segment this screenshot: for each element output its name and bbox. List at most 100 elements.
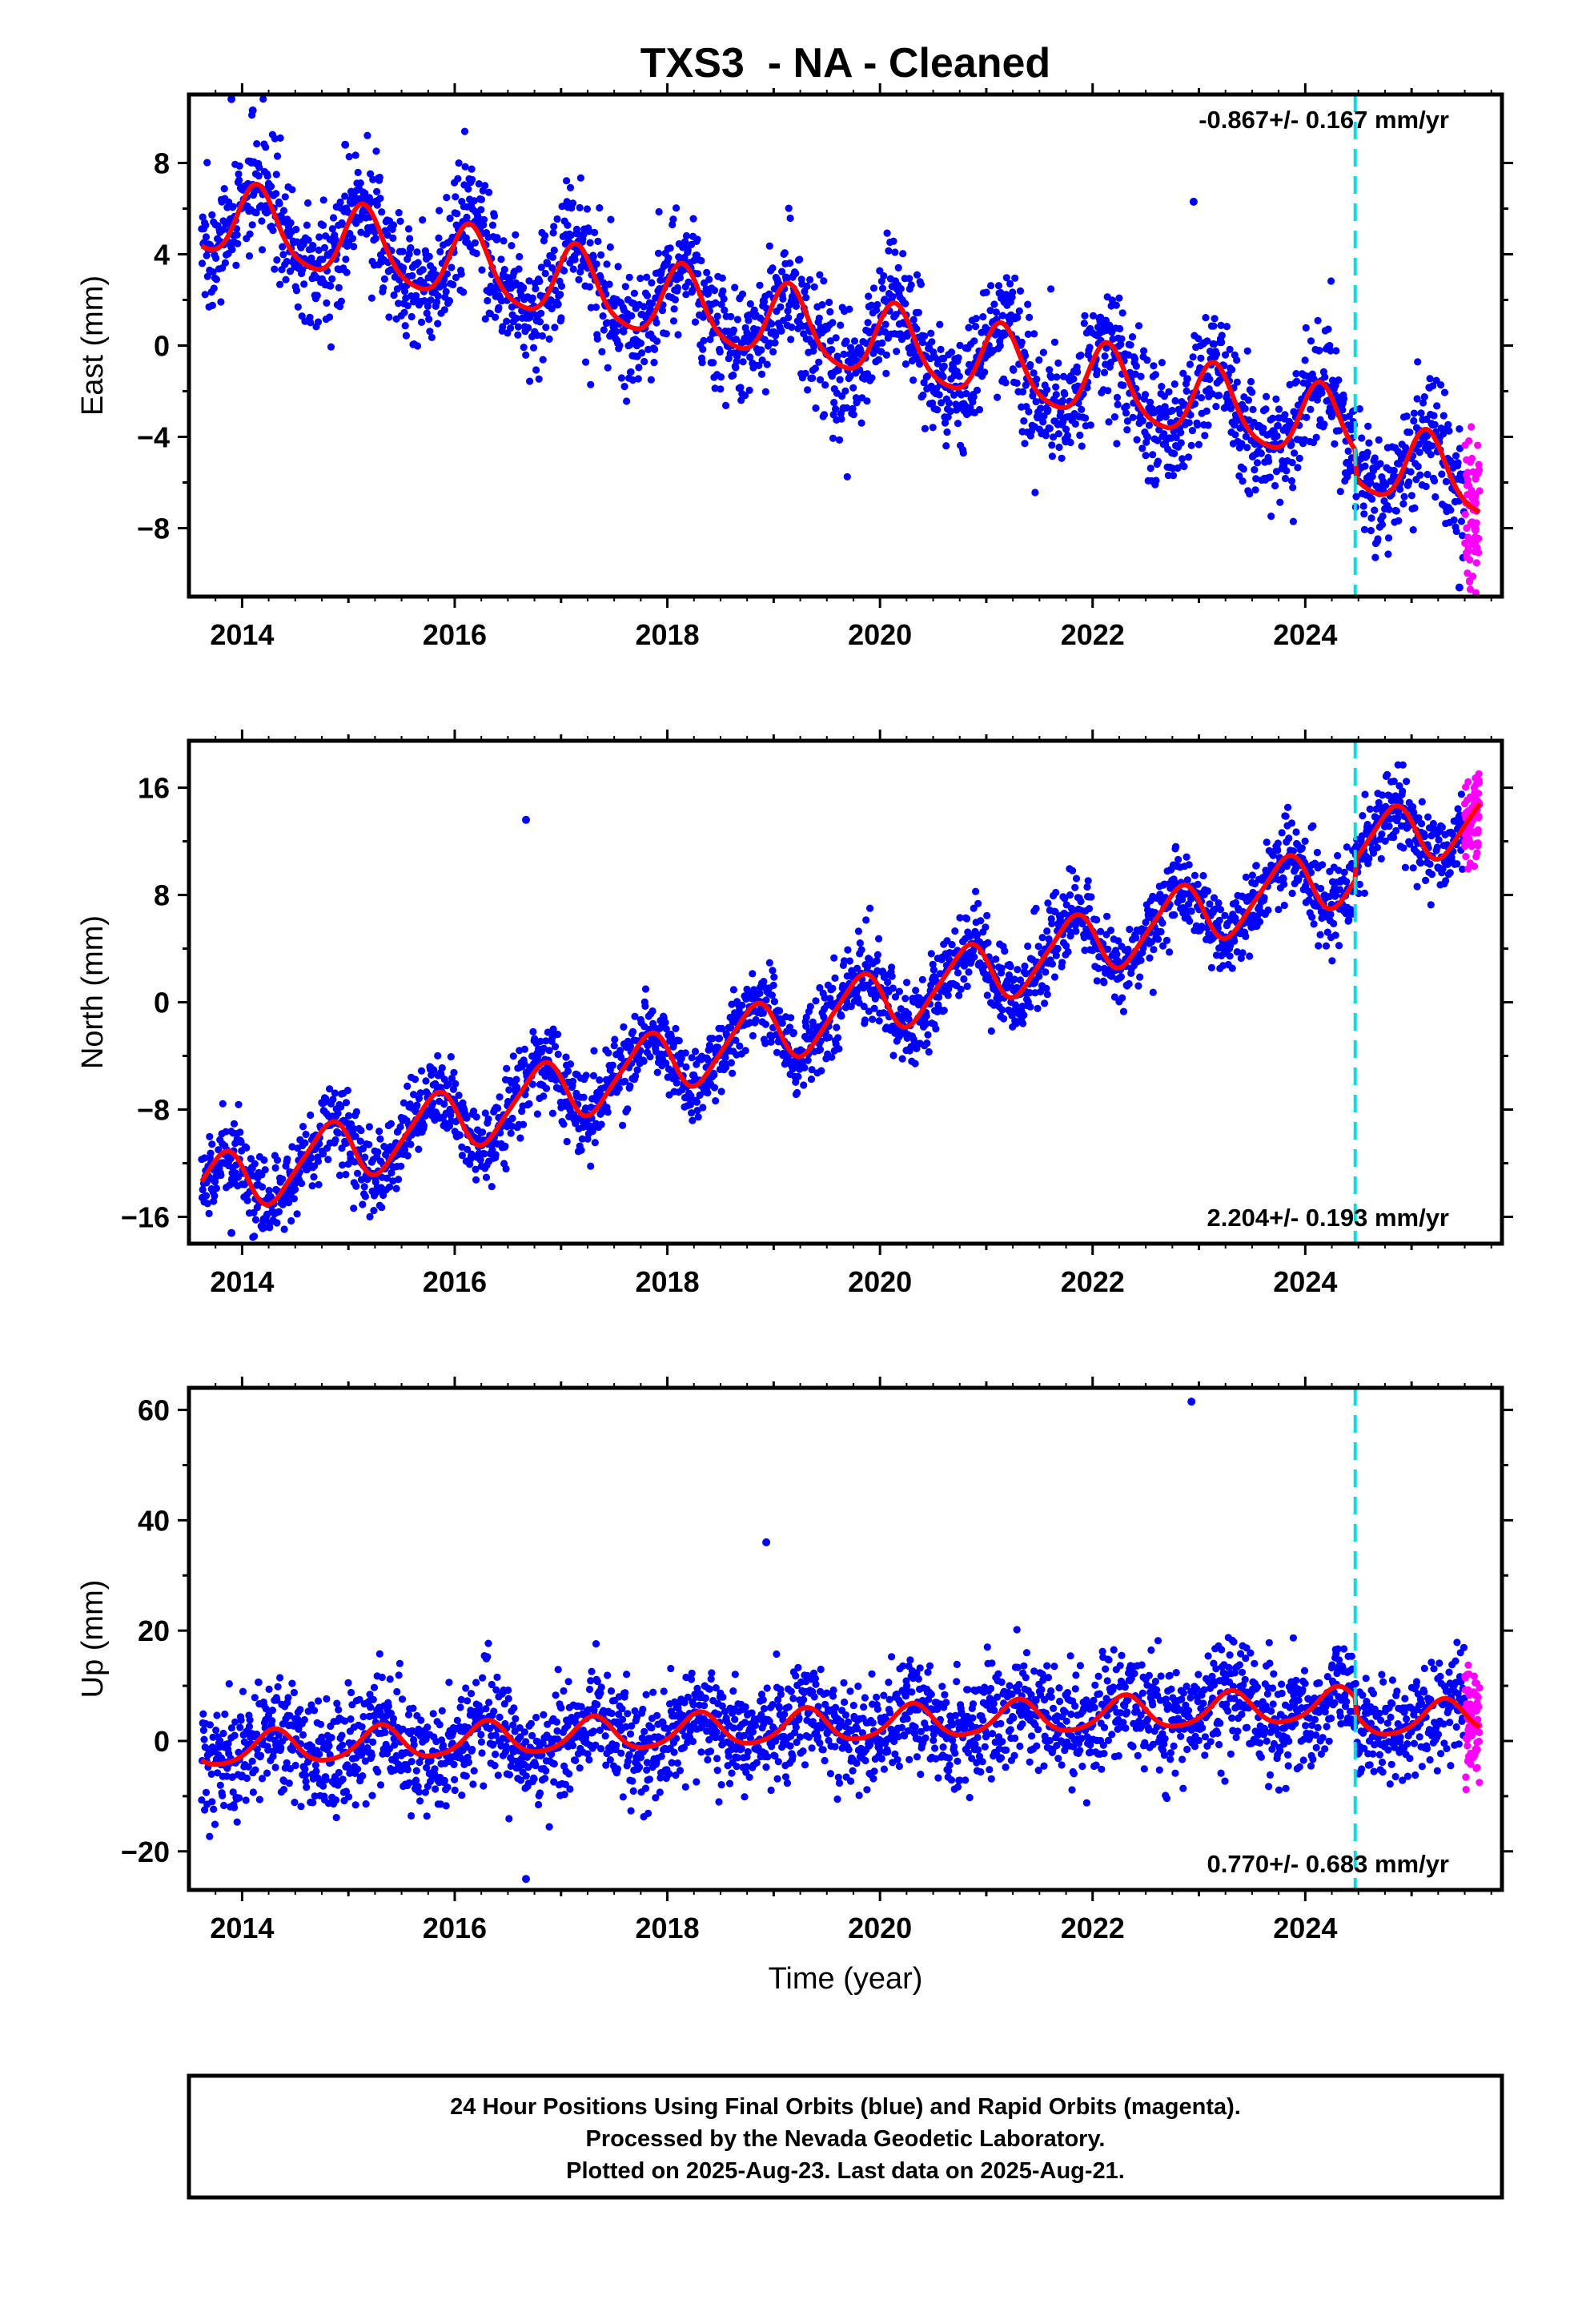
- final-orbit-point: [1048, 919, 1056, 927]
- final-orbit-point: [620, 1023, 628, 1031]
- final-orbit-point: [275, 1208, 283, 1216]
- final-orbit-point: [806, 275, 814, 283]
- final-orbit-point: [1358, 434, 1366, 442]
- final-orbit-point: [202, 1192, 211, 1200]
- final-orbit-point: [219, 226, 227, 234]
- final-orbit-point: [826, 308, 834, 316]
- final-orbit-point: [290, 1195, 298, 1203]
- final-orbit-point: [673, 283, 682, 292]
- final-orbit-point: [982, 288, 990, 296]
- final-orbit-point: [236, 1128, 244, 1136]
- final-orbit-point: [1307, 337, 1315, 345]
- final-orbit-point: [623, 397, 631, 405]
- final-orbit-point: [1429, 382, 1437, 390]
- final-orbit-point: [677, 1055, 685, 1063]
- final-orbit-point: [199, 213, 207, 221]
- final-orbit-point: [436, 207, 444, 215]
- final-orbit-point: [383, 231, 391, 239]
- final-orbit-point: [1371, 506, 1379, 514]
- final-orbit-point: [1287, 476, 1296, 485]
- final-orbit-point: [389, 234, 397, 242]
- final-orbit-point: [481, 315, 489, 323]
- final-orbit-point: [438, 1063, 446, 1072]
- final-orbit-point: [717, 1088, 725, 1096]
- final-orbit-point: [757, 346, 765, 354]
- final-orbit-point: [965, 968, 973, 976]
- final-orbit-point: [1032, 398, 1040, 406]
- final-orbit-point: [326, 1085, 334, 1093]
- final-orbit-point: [263, 172, 271, 180]
- final-orbit-point: [415, 1095, 424, 1103]
- final-orbit-point: [582, 1072, 590, 1080]
- final-orbit-point: [343, 268, 351, 276]
- final-orbit-point: [711, 384, 719, 392]
- final-orbit-point: [443, 270, 452, 278]
- final-orbit-point: [914, 308, 922, 316]
- final-orbit-point: [930, 966, 938, 974]
- final-orbit-point: [401, 287, 409, 296]
- final-orbit-point: [1146, 954, 1154, 962]
- final-orbit-point: [717, 373, 725, 381]
- final-orbit-point: [562, 1053, 570, 1061]
- final-orbit-point: [1154, 436, 1162, 444]
- final-orbit-point: [641, 985, 650, 993]
- final-orbit-point: [417, 1067, 426, 1075]
- final-orbit-point: [771, 339, 779, 347]
- final-orbit-point: [1427, 451, 1435, 459]
- final-orbit-point: [1186, 411, 1195, 419]
- final-orbit-point: [370, 1207, 378, 1215]
- final-orbit-point: [586, 239, 594, 247]
- final-orbit-point: [494, 1104, 502, 1112]
- final-orbit-point: [714, 1043, 722, 1051]
- final-orbit-point: [548, 1109, 557, 1117]
- final-orbit-point: [208, 1140, 216, 1148]
- rapid-orbit-point: [1466, 556, 1474, 564]
- final-orbit-point: [480, 1150, 488, 1158]
- final-orbit-point: [279, 1175, 287, 1183]
- final-orbit-point: [508, 242, 516, 250]
- final-orbit-point: [1395, 517, 1403, 525]
- final-orbit-point: [492, 1151, 500, 1159]
- final-orbit-point: [653, 1068, 661, 1076]
- final-orbit-point: [1009, 288, 1017, 296]
- final-orbit-point: [849, 404, 857, 412]
- final-orbit-point: [785, 1023, 794, 1031]
- final-orbit-point: [808, 1066, 816, 1074]
- final-orbit-point: [722, 401, 730, 409]
- final-orbit-point: [818, 301, 826, 309]
- final-orbit-point: [954, 969, 962, 977]
- final-orbit-point: [271, 1164, 279, 1172]
- final-orbit-point: [633, 1066, 641, 1074]
- final-orbit-point: [1302, 324, 1310, 332]
- final-orbit-point: [587, 1162, 595, 1170]
- final-orbit-point: [816, 376, 825, 384]
- final-orbit-point: [210, 284, 218, 292]
- final-orbit-point: [378, 208, 386, 216]
- final-orbit-point: [878, 284, 887, 292]
- final-orbit-point: [875, 1017, 883, 1025]
- final-orbit-point: [648, 1007, 656, 1015]
- final-orbit-point: [816, 983, 824, 992]
- final-orbit-point: [1399, 500, 1407, 508]
- final-orbit-point: [563, 177, 571, 185]
- final-orbit-point: [219, 1100, 227, 1108]
- final-orbit-point: [1041, 999, 1049, 1007]
- final-orbit-point: [335, 283, 343, 292]
- final-orbit-point: [1178, 895, 1186, 903]
- final-orbit-point: [314, 1157, 323, 1165]
- y-tick-label: −8: [137, 513, 170, 545]
- final-orbit-point: [1069, 866, 1077, 875]
- final-orbit-point: [617, 374, 626, 382]
- final-orbit-point: [653, 337, 661, 345]
- x-tick-label: 2016: [423, 618, 487, 651]
- final-orbit-point: [1344, 447, 1352, 456]
- final-orbit-point: [1014, 313, 1022, 322]
- final-orbit-point: [1026, 313, 1034, 321]
- final-orbit-point: [869, 1015, 877, 1023]
- final-orbit-point: [1291, 449, 1299, 457]
- final-orbit-point: [1368, 472, 1376, 480]
- final-orbit-point: [1433, 402, 1441, 410]
- final-orbit-point: [323, 299, 331, 307]
- final-orbit-point: [688, 1054, 696, 1062]
- final-orbit-point: [365, 1123, 373, 1131]
